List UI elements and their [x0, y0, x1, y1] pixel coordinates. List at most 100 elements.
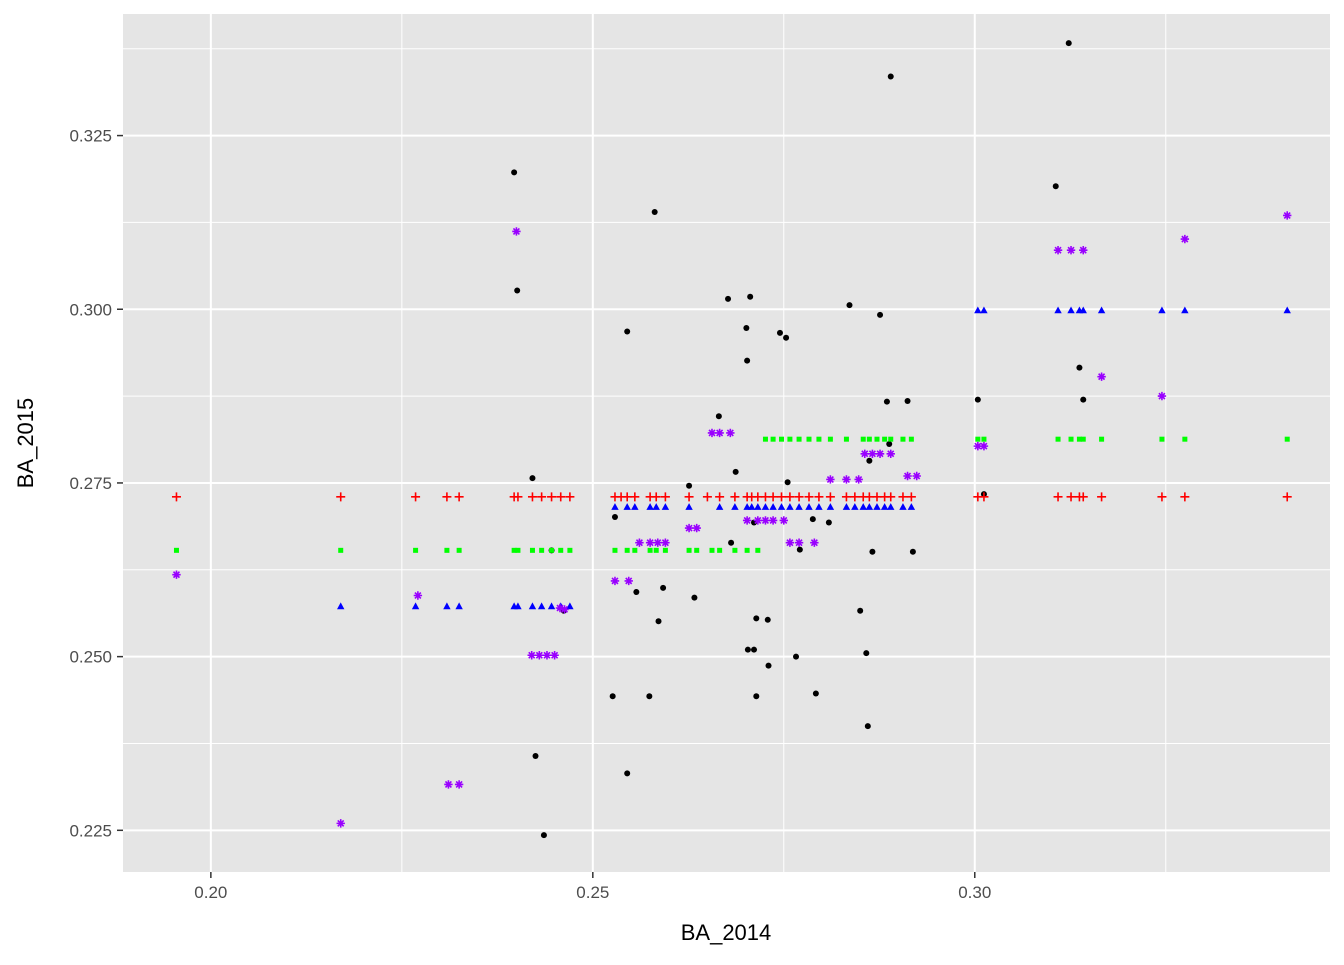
data-point [814, 492, 824, 502]
data-point [859, 503, 867, 510]
data-point [1054, 306, 1062, 314]
data-point [624, 770, 631, 777]
data-point [515, 547, 521, 553]
data-point [786, 503, 794, 510]
data-point [1099, 436, 1105, 442]
data-point [753, 516, 763, 525]
data-point [1159, 436, 1165, 442]
data-point [744, 646, 751, 653]
data-point [825, 492, 835, 502]
data-point [765, 662, 772, 669]
data-point [635, 538, 644, 547]
data-point [1053, 492, 1063, 502]
data-point [731, 503, 739, 510]
data-point [875, 449, 885, 458]
data-point [1284, 436, 1290, 442]
data-point [864, 723, 871, 730]
data-point [624, 547, 630, 553]
data-point [882, 436, 888, 442]
data-point [887, 73, 894, 80]
data-point [770, 436, 776, 442]
data-point [907, 503, 916, 510]
data-point [646, 693, 653, 700]
data-point [692, 523, 701, 533]
data-point [715, 503, 724, 510]
data-point [1097, 306, 1106, 314]
data-point [794, 492, 804, 502]
data-point [653, 547, 659, 553]
data-point [777, 492, 787, 502]
data-point [686, 482, 693, 489]
data-point [686, 547, 692, 553]
data-point [1068, 436, 1074, 442]
data-point [1157, 492, 1167, 502]
data-point [442, 492, 452, 502]
data-point [730, 492, 740, 502]
data-point [652, 503, 660, 510]
data-point [744, 547, 750, 553]
data-point [1180, 234, 1190, 244]
data-point [805, 503, 813, 510]
data-point [974, 306, 982, 314]
data-point [623, 503, 631, 510]
data-point [865, 503, 874, 510]
data-point [787, 436, 793, 442]
data-point [866, 436, 872, 442]
data-point [973, 441, 983, 451]
data-point [456, 547, 462, 553]
data-point [776, 329, 783, 336]
data-point [630, 492, 640, 502]
data-point [827, 436, 833, 442]
data-point [511, 169, 518, 176]
data-point [609, 693, 616, 700]
data-point [900, 436, 906, 442]
data-point [903, 471, 912, 481]
data-point [1065, 40, 1072, 47]
data-point [785, 492, 795, 502]
data-point [454, 492, 464, 502]
data-point [1078, 492, 1088, 502]
data-point [565, 492, 575, 502]
data-point [513, 492, 523, 502]
data-point [632, 547, 638, 553]
data-point [631, 503, 639, 510]
axis-ticks [117, 134, 976, 878]
x-tick-label: 0.20 [194, 883, 227, 902]
data-point [806, 436, 812, 442]
data-point [883, 398, 890, 405]
data-point [826, 475, 835, 484]
series-plus [171, 492, 1292, 502]
data-point [537, 492, 547, 502]
data-point [717, 547, 723, 553]
data-point [912, 471, 921, 481]
data-point [874, 436, 880, 442]
data-point [684, 492, 694, 502]
data-point [904, 397, 911, 404]
data-point [842, 503, 851, 510]
data-point [1076, 436, 1082, 442]
y-tick-label: 0.250 [69, 648, 112, 667]
y-axis-title: BA_2015 [13, 398, 38, 489]
x-tick-label: 0.30 [958, 883, 991, 902]
data-point [624, 328, 631, 335]
y-tick-label: 0.275 [69, 474, 112, 493]
data-point [754, 503, 762, 510]
data-point [796, 436, 802, 442]
data-point [1158, 306, 1166, 314]
data-point [846, 302, 853, 309]
data-point [337, 602, 345, 610]
x-axis-title: BA_2014 [681, 920, 772, 945]
data-point [866, 457, 873, 464]
data-point [172, 570, 181, 579]
data-point [975, 436, 981, 442]
data-point [886, 492, 896, 502]
data-point [1066, 246, 1076, 255]
data-point [869, 548, 876, 555]
data-point [685, 503, 693, 510]
data-point [662, 547, 668, 553]
data-point [860, 449, 869, 458]
data-point [707, 428, 717, 438]
data-point [810, 538, 819, 547]
data-point [841, 492, 851, 502]
